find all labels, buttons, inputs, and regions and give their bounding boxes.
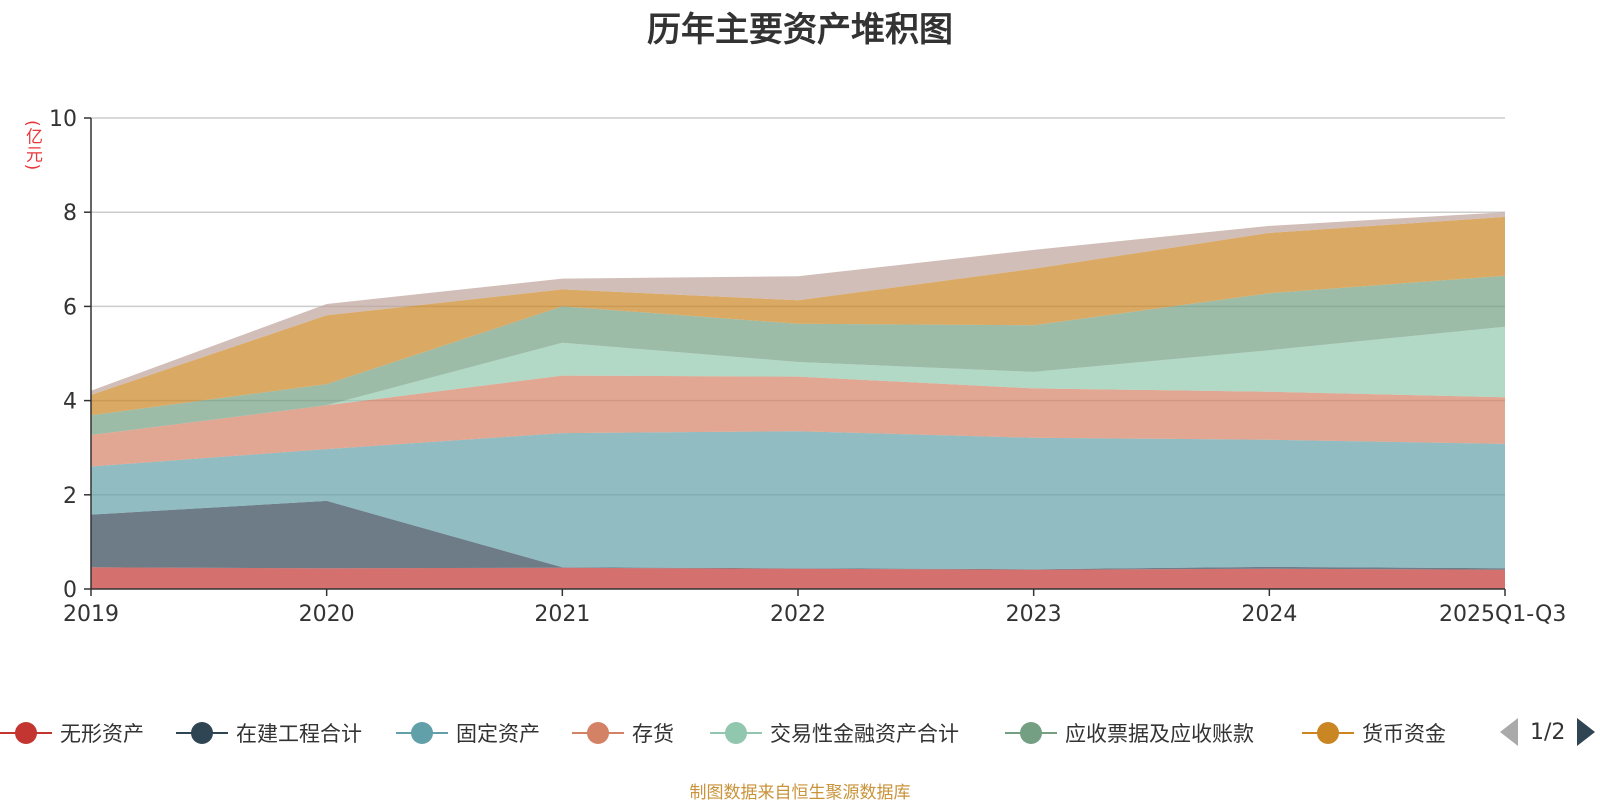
legend-item-monetary-funds[interactable]: 货币资金 bbox=[1302, 713, 1446, 753]
legend-item-construction-in-progress[interactable]: 在建工程合计 bbox=[176, 713, 362, 753]
area-series-4[interactable] bbox=[91, 326, 1505, 435]
y-tick-label: 4 bbox=[63, 390, 77, 415]
legend-item-trading-financial-assets[interactable]: 交易性金融资产合计 bbox=[710, 713, 959, 753]
y-tick-label: 10 bbox=[49, 107, 77, 132]
legend-item-intangible-assets[interactable]: 无形资产 bbox=[0, 713, 144, 753]
x-tick-label: 2020 bbox=[299, 602, 355, 627]
legend-marker bbox=[572, 720, 624, 746]
legend-page-indicator: 1/2 bbox=[1530, 719, 1566, 745]
area-series-5[interactable] bbox=[91, 275, 1505, 435]
legend-marker bbox=[1005, 720, 1057, 746]
legend-marker bbox=[710, 720, 762, 746]
legend-marker bbox=[396, 720, 448, 746]
legend-prev-page-icon[interactable] bbox=[1500, 718, 1518, 746]
x-tick-label: 2019 bbox=[63, 602, 119, 627]
area-series-6[interactable] bbox=[91, 216, 1505, 416]
legend-item-fixed-assets[interactable]: 固定资产 bbox=[396, 713, 540, 753]
area-series-1[interactable] bbox=[91, 500, 1505, 570]
y-tick-label: 8 bbox=[63, 201, 77, 226]
legend-label: 应收票据及应收账款 bbox=[1065, 722, 1254, 746]
legend-marker bbox=[1302, 720, 1354, 746]
chart-title: 历年主要资产堆积图 bbox=[647, 10, 953, 50]
legend-pager: 1/2 bbox=[1500, 712, 1596, 752]
legend-label: 货币资金 bbox=[1362, 722, 1446, 746]
y-tick-label: 0 bbox=[63, 578, 77, 603]
area-series-0[interactable] bbox=[91, 567, 1505, 589]
legend-label: 在建工程合计 bbox=[236, 722, 362, 746]
legend-label: 无形资产 bbox=[60, 722, 144, 746]
x-tick-label: 2022 bbox=[770, 602, 826, 627]
area-series-7[interactable] bbox=[91, 212, 1505, 395]
x-tick-label: 2021 bbox=[534, 602, 590, 627]
legend-marker bbox=[0, 720, 52, 746]
x-tick-label: 2023 bbox=[1006, 602, 1062, 627]
y-tick-label: 2 bbox=[63, 484, 77, 509]
x-tick-label: 2025Q1-Q3 bbox=[1439, 602, 1566, 627]
legend: 无形资产 在建工程合计 固定资产 存货 交易性金融资产合计 应收票据及应收账款 bbox=[0, 713, 1600, 753]
x-tick-label: 2024 bbox=[1241, 602, 1297, 627]
y-tick-label: 6 bbox=[63, 295, 77, 320]
area-series-2[interactable] bbox=[91, 431, 1505, 570]
legend-label: 交易性金融资产合计 bbox=[770, 722, 959, 746]
legend-marker bbox=[176, 720, 228, 746]
legend-next-page-icon[interactable] bbox=[1577, 718, 1596, 746]
y-axis-unit-label: (亿元) bbox=[22, 120, 42, 172]
legend-item-inventory[interactable]: 存货 bbox=[572, 713, 674, 753]
legend-label: 固定资产 bbox=[456, 722, 540, 746]
area-series-3[interactable] bbox=[91, 375, 1505, 467]
legend-label: 存货 bbox=[632, 722, 674, 746]
legend-item-notes-and-accounts-receivable[interactable]: 应收票据及应收账款 bbox=[1005, 713, 1254, 753]
data-source-note: 制图数据来自恒生聚源数据库 bbox=[689, 783, 911, 803]
